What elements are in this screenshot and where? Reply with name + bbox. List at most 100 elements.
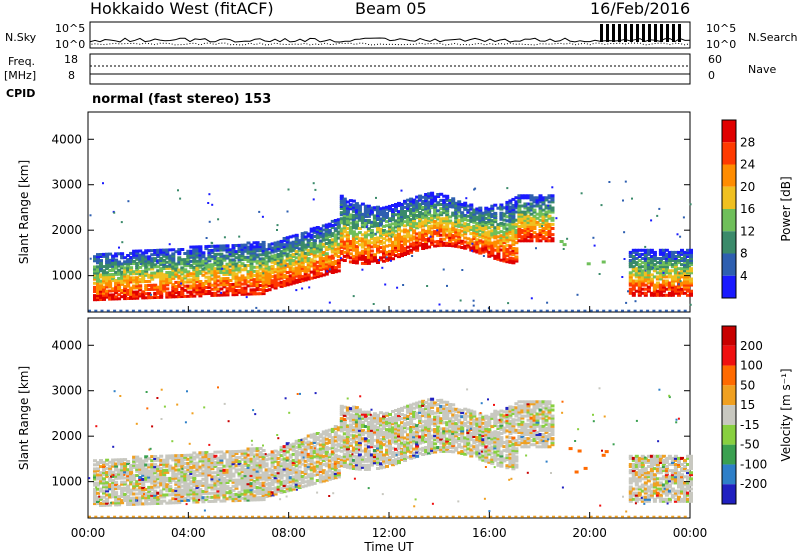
echo-point — [484, 225, 489, 229]
echo-point — [123, 462, 128, 466]
echo-point — [153, 249, 158, 252]
echo-point — [379, 258, 383, 262]
echo-point — [338, 309, 342, 312]
echo-point — [454, 232, 459, 236]
echo-point — [327, 263, 332, 267]
echo-point — [421, 244, 426, 248]
echo-point — [680, 257, 684, 260]
echo-point — [213, 259, 218, 262]
echo-point — [201, 282, 206, 285]
echo-point — [351, 258, 356, 262]
echo-point — [538, 218, 543, 222]
echo-point — [288, 266, 293, 270]
echo-point — [102, 289, 106, 293]
echo-point — [99, 497, 103, 501]
echo-point — [418, 204, 423, 208]
echo-point — [159, 259, 164, 262]
echo-point — [150, 271, 155, 275]
echo-point — [126, 498, 131, 502]
echo-point — [342, 207, 347, 211]
echo-point — [237, 268, 242, 272]
echo-point — [631, 265, 636, 269]
echo-point — [677, 273, 681, 277]
freq-panel — [89, 53, 691, 85]
echo-point — [658, 283, 663, 287]
echo-point — [219, 262, 224, 266]
echo-point — [484, 241, 489, 245]
echo-point — [366, 245, 371, 249]
echo-point — [129, 272, 134, 276]
echo-point — [514, 222, 519, 226]
echo-point — [102, 295, 106, 299]
echo-point — [300, 256, 305, 260]
echo-point — [177, 282, 182, 286]
echo-point — [267, 282, 272, 285]
echo-point — [526, 233, 531, 237]
echo-point — [159, 271, 164, 275]
echo-point — [403, 228, 407, 232]
echo-point — [135, 292, 140, 296]
echo-point — [117, 460, 122, 464]
echo-point — [195, 286, 200, 290]
echo-point — [530, 297, 533, 300]
echo-point — [649, 277, 654, 281]
echo-point — [120, 468, 125, 472]
echo-point — [291, 253, 296, 256]
echo-point — [99, 279, 103, 283]
echo-point — [276, 281, 281, 285]
echo-point — [643, 263, 648, 267]
echo-point — [126, 282, 131, 286]
echo-point — [400, 239, 404, 243]
echo-point — [318, 264, 323, 267]
echo-point — [189, 280, 194, 284]
echo-point — [397, 224, 401, 228]
echo-point — [439, 217, 444, 221]
echo-point — [406, 204, 411, 208]
echo-point — [174, 274, 179, 278]
echo-point — [523, 222, 528, 226]
echo-point — [102, 485, 106, 489]
echo-point — [430, 232, 435, 236]
echo-point — [285, 238, 290, 242]
echo-point — [120, 482, 125, 486]
echo-point — [360, 243, 365, 247]
echo-point — [216, 265, 221, 269]
echo-point — [246, 274, 251, 278]
echo-point — [114, 476, 119, 480]
echo-point — [658, 207, 661, 210]
echo-point — [330, 242, 335, 246]
echo-point — [111, 470, 116, 474]
echo-point — [379, 231, 383, 235]
echo-point — [318, 233, 323, 237]
echo-point — [332, 309, 336, 312]
echo-point — [117, 472, 122, 476]
echo-point — [225, 291, 230, 295]
echo-point — [144, 265, 149, 269]
echo-point — [442, 211, 447, 215]
echo-point — [394, 223, 398, 227]
echo-point — [544, 233, 549, 237]
echo-point — [409, 224, 414, 228]
echo-point — [369, 220, 374, 224]
echo-point — [264, 462, 269, 466]
echo-point — [631, 267, 636, 271]
echo-point — [324, 223, 329, 227]
echo-point — [655, 289, 660, 293]
echo-point — [514, 218, 519, 222]
echo-point — [481, 246, 486, 250]
echo-point — [245, 296, 248, 299]
echo-point — [288, 235, 293, 239]
echo-point — [339, 241, 344, 245]
echo-point — [397, 234, 401, 238]
echo-point — [448, 229, 453, 233]
echo-point — [123, 276, 128, 280]
echo-point — [180, 276, 185, 280]
echo-point — [264, 274, 269, 278]
echo-point — [249, 276, 254, 280]
echo-point — [258, 249, 263, 253]
echo-point — [177, 284, 182, 288]
echo-point — [385, 207, 389, 211]
echo-point — [646, 269, 651, 273]
echo-point — [123, 297, 128, 301]
echo-point — [538, 208, 543, 212]
